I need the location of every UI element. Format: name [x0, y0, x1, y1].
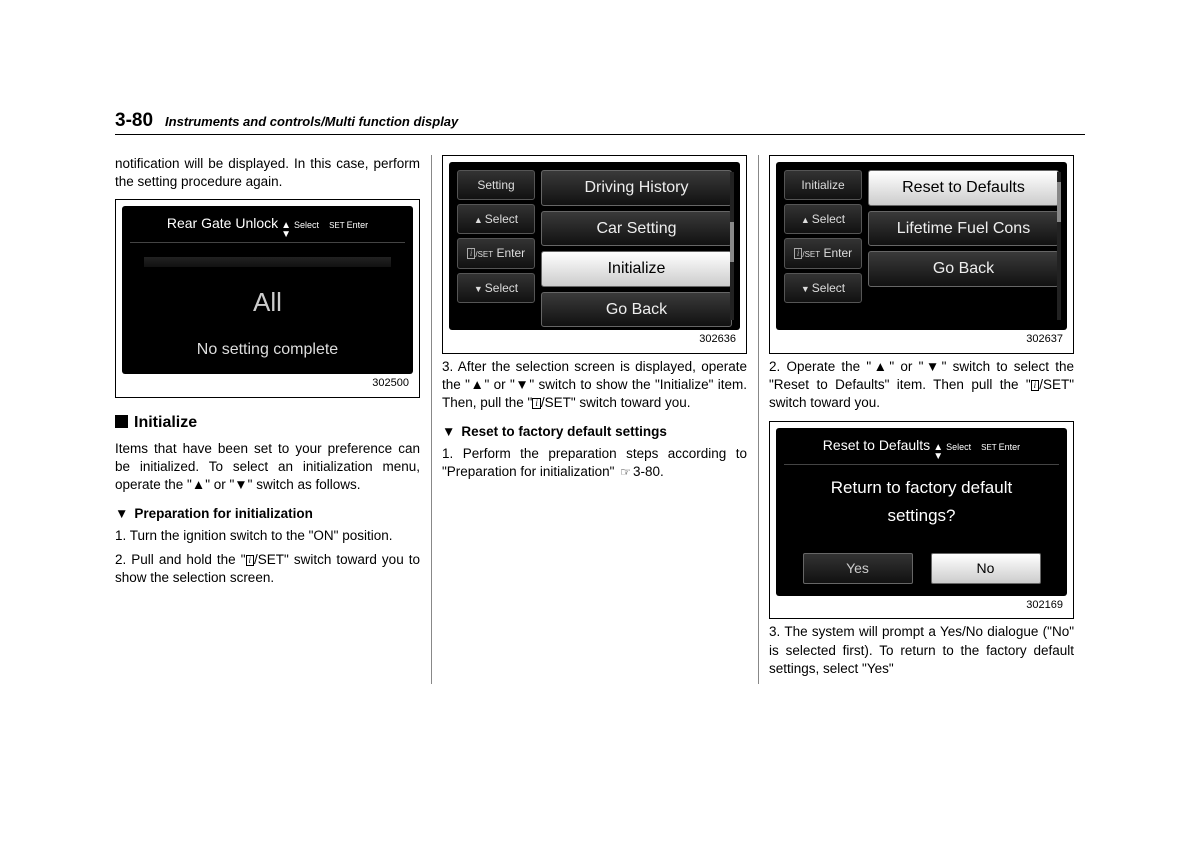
- confirm-line-1: Return to factory default: [784, 477, 1059, 500]
- initialize-body: Items that have been set to your prefere…: [115, 440, 420, 495]
- hint-up-select: ▲Select: [457, 204, 535, 234]
- initialize-menu-screen: Initialize ▲Select i/SET Enter ▼Select R…: [776, 162, 1067, 330]
- figure-302500: Rear Gate Unlock Select SET Enter All No…: [115, 199, 420, 398]
- menu-go-back[interactable]: Go Back: [868, 251, 1059, 287]
- reset-heading: ▼Reset to factory default settings: [442, 423, 747, 441]
- column-2: Setting ▲Select i/SET Enter ▼Select Driv…: [442, 155, 747, 684]
- chapter-title: Instruments and controls/Multi function …: [165, 114, 458, 129]
- menu-initialize[interactable]: Initialize: [541, 251, 732, 287]
- menu-lifetime-fuel[interactable]: Lifetime Fuel Cons: [868, 211, 1059, 247]
- reset-step-1: 1. Perform the preparation steps accordi…: [442, 445, 747, 481]
- confirm-line-2: settings?: [784, 505, 1059, 528]
- figure-302169: Reset to Defaults Select SET Enter Retur…: [769, 421, 1074, 620]
- left-hints: Initialize ▲Select i/SET Enter ▼Select: [784, 170, 862, 322]
- screen-title: Reset to Defaults: [823, 436, 930, 455]
- hint-setting: Setting: [457, 170, 535, 200]
- rear-gate-screen: Rear Gate Unlock Select SET Enter All No…: [122, 206, 413, 374]
- hint-enter: i/SET Enter: [784, 238, 862, 268]
- hint-initialize: Initialize: [784, 170, 862, 200]
- menu-driving-history[interactable]: Driving History: [541, 170, 732, 206]
- set-sup: SET: [329, 221, 345, 232]
- square-bullet-icon: [115, 415, 128, 428]
- menu-car-setting[interactable]: Car Setting: [541, 211, 732, 247]
- scrollbar[interactable]: [1057, 172, 1061, 320]
- figure-302637: Initialize ▲Select i/SET Enter ▼Select R…: [769, 155, 1074, 354]
- figure-number: 302169: [776, 598, 1063, 613]
- down-triangle-icon: ▼: [115, 506, 128, 521]
- col3-step2: 2. Operate the "▲" or "▼" switch to sele…: [769, 358, 1074, 413]
- dim-bar: [144, 257, 391, 267]
- scroll-thumb[interactable]: [730, 222, 734, 262]
- yes-no-row: Yes No: [784, 553, 1059, 584]
- col2-step3: 3. After the selection screen is display…: [442, 358, 747, 413]
- hint-up-select: ▲Select: [784, 204, 862, 234]
- setting-value: All: [130, 285, 405, 320]
- confirm-dialog-screen: Reset to Defaults Select SET Enter Retur…: [776, 428, 1067, 596]
- down-triangle-icon: ▼: [442, 424, 455, 439]
- screen-title: Rear Gate Unlock: [167, 214, 278, 233]
- select-arrows-icon: [933, 443, 943, 461]
- hint-enter: i/SET Enter: [457, 238, 535, 268]
- preparation-heading: ▼Preparation for initialization: [115, 505, 420, 523]
- screen-title-row: Reset to Defaults Select SET Enter: [784, 436, 1059, 465]
- left-hints: Setting ▲Select i/SET Enter ▼Select: [457, 170, 535, 322]
- enter-label: Enter: [347, 219, 369, 231]
- info-icon: i: [1031, 380, 1040, 391]
- yes-button[interactable]: Yes: [803, 553, 913, 584]
- set-sup: SET: [981, 443, 997, 454]
- scrollbar[interactable]: [730, 172, 734, 320]
- page-header: 3-80 Instruments and controls/Multi func…: [115, 110, 1085, 135]
- prep-step-1: 1. Turn the ignition switch to the "ON" …: [115, 527, 420, 545]
- status-message: No setting complete: [130, 339, 405, 361]
- reference-hand-icon: [618, 464, 633, 479]
- screen-title-row: Rear Gate Unlock Select SET Enter: [130, 214, 405, 243]
- hint-down-select: ▼Select: [457, 273, 535, 303]
- prep-step-2: 2. Pull and hold the "i/SET" switch towa…: [115, 551, 420, 587]
- figure-302636: Setting ▲Select i/SET Enter ▼Select Driv…: [442, 155, 747, 354]
- enter-label: Enter: [999, 441, 1021, 453]
- info-icon: i: [532, 398, 541, 409]
- setting-menu-screen: Setting ▲Select i/SET Enter ▼Select Driv…: [449, 162, 740, 330]
- col3-step3: 3. The system will prompt a Yes/No dialo…: [769, 623, 1074, 678]
- menu-items: Reset to Defaults Lifetime Fuel Cons Go …: [868, 170, 1059, 322]
- figure-number: 302637: [776, 332, 1063, 347]
- info-icon: i: [246, 555, 255, 566]
- scroll-thumb[interactable]: [1057, 182, 1061, 222]
- initialize-heading: Initialize: [115, 412, 420, 434]
- hint-down-select: ▼Select: [784, 273, 862, 303]
- select-label: Select: [946, 441, 971, 453]
- menu-items: Driving History Car Setting Initialize G…: [541, 170, 732, 322]
- figure-number: 302636: [449, 332, 736, 347]
- select-label: Select: [294, 219, 319, 231]
- page-number: 3-80: [115, 110, 153, 132]
- figure-number: 302500: [122, 376, 409, 391]
- no-button[interactable]: No: [931, 553, 1041, 584]
- menu-go-back[interactable]: Go Back: [541, 292, 732, 328]
- select-arrows-icon: [281, 221, 291, 239]
- intro-text: notification will be displayed. In this …: [115, 155, 420, 191]
- column-1: notification will be displayed. In this …: [115, 155, 420, 684]
- menu-reset-defaults[interactable]: Reset to Defaults: [868, 170, 1059, 206]
- column-3: Initialize ▲Select i/SET Enter ▼Select R…: [769, 155, 1074, 684]
